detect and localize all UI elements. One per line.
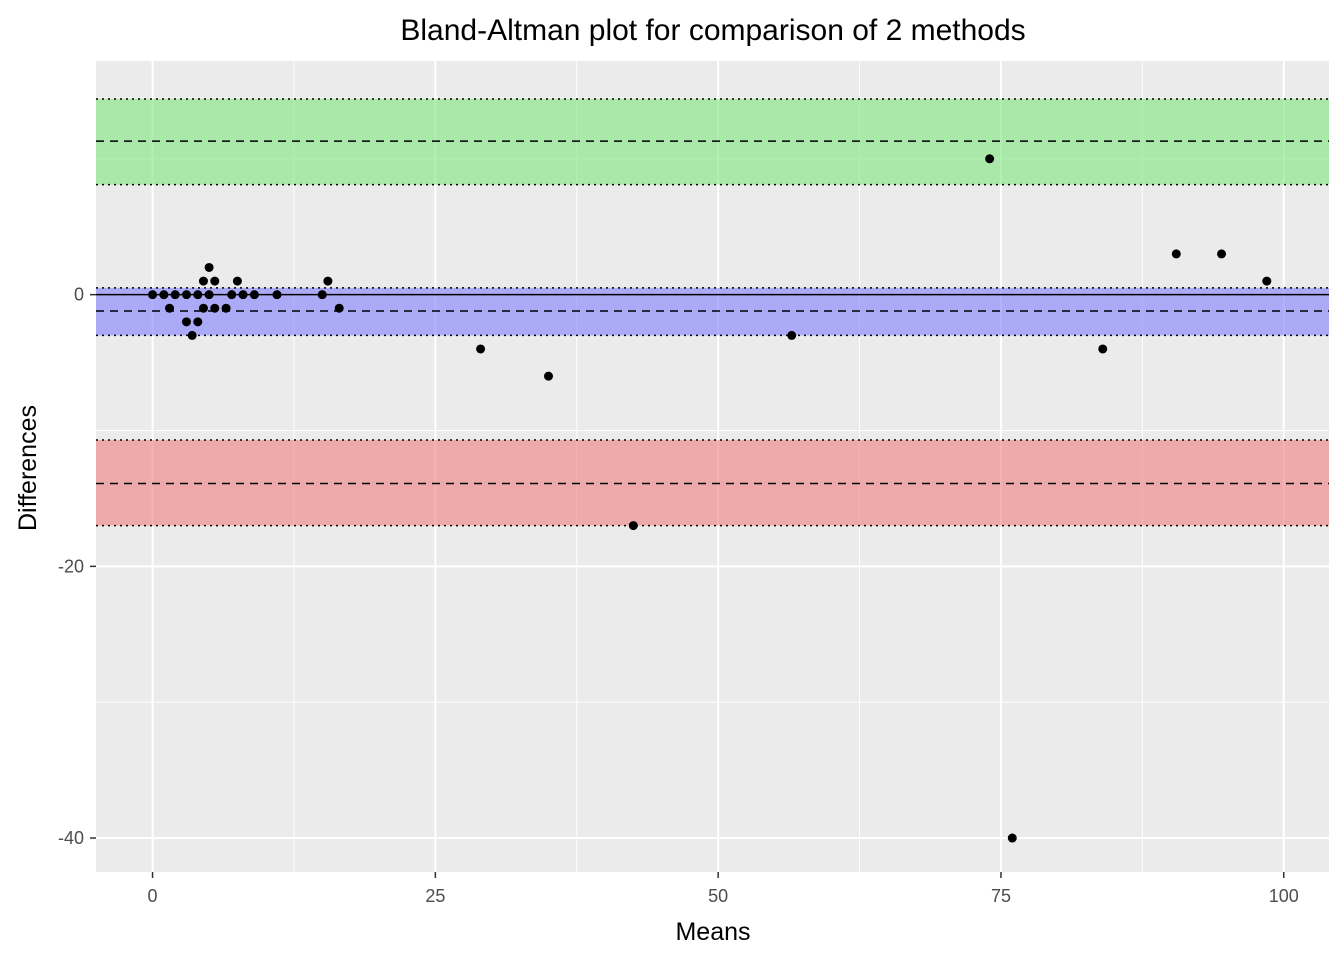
y-tick-label: -40 — [58, 828, 84, 848]
data-point — [232, 276, 242, 286]
data-point — [238, 290, 248, 300]
data-point — [334, 303, 344, 313]
data-point — [187, 330, 197, 340]
data-point — [1262, 276, 1272, 286]
data-point — [543, 371, 553, 381]
data-point — [165, 303, 175, 313]
data-point — [198, 276, 208, 286]
data-point — [317, 290, 327, 300]
data-point — [159, 290, 169, 300]
data-point — [1098, 344, 1108, 354]
data-point — [193, 290, 203, 300]
data-point — [249, 290, 259, 300]
x-tick-label: 25 — [425, 886, 445, 906]
data-point — [198, 303, 208, 313]
data-point — [221, 303, 231, 313]
data-point — [204, 290, 214, 300]
data-point — [210, 303, 220, 313]
data-point — [272, 290, 282, 300]
y-axis: -40 -20 0 — [58, 285, 96, 848]
data-point — [1171, 249, 1181, 259]
data-point — [210, 276, 220, 286]
x-tick-label: 75 — [991, 886, 1011, 906]
data-point — [204, 262, 214, 272]
chart-title: Bland-Altman plot for comparison of 2 me… — [400, 14, 1025, 47]
data-point — [193, 317, 203, 327]
x-tick-label: 50 — [708, 886, 728, 906]
data-point — [181, 290, 191, 300]
y-tick-label: 0 — [74, 285, 84, 305]
data-point — [148, 290, 158, 300]
data-point — [628, 521, 638, 531]
data-point — [1217, 249, 1227, 259]
x-tick-label: 100 — [1269, 886, 1299, 906]
data-point — [323, 276, 333, 286]
data-point — [170, 290, 180, 300]
x-axis-title: Means — [675, 918, 750, 946]
data-point — [476, 344, 486, 354]
data-point — [787, 330, 797, 340]
data-point — [181, 317, 191, 327]
x-tick-label: 0 — [148, 886, 158, 906]
x-axis: 0 25 50 75 100 — [148, 872, 1299, 906]
y-tick-label: -20 — [58, 556, 84, 576]
data-point — [985, 154, 995, 164]
plot-panel — [96, 61, 1329, 872]
data-point — [227, 290, 237, 300]
data-point — [1007, 833, 1017, 843]
y-axis-title: Differences — [14, 405, 42, 531]
